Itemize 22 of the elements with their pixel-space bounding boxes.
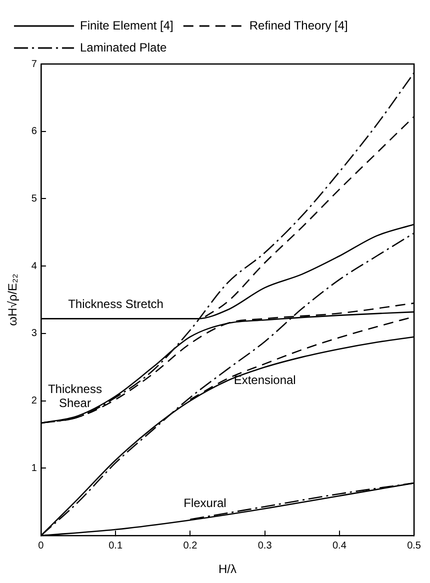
y-tick-label: 1 xyxy=(31,462,38,474)
y-axis-title: ωH√ρ/E₂₂ xyxy=(6,273,20,326)
y-tick-label: 4 xyxy=(31,260,38,272)
legend-label: Refined Theory [4] xyxy=(249,18,348,32)
x-tick-label: 0 xyxy=(38,540,44,552)
y-tick-label: 5 xyxy=(31,193,38,204)
annotation: Flexural xyxy=(184,496,226,510)
y-tick-label: 2 xyxy=(31,396,38,407)
x-tick-label: 0.2 xyxy=(183,540,198,552)
y-tick-label: 6 xyxy=(31,126,38,138)
annotation: Thickness Shear xyxy=(46,382,103,410)
annotation: Thickness Stretch xyxy=(68,296,164,311)
legend-label: Laminated Plate xyxy=(80,40,168,54)
x-axis-title: H/λ xyxy=(218,562,237,576)
y-tick-label: 7 xyxy=(31,58,38,70)
x-tick-label: 0.3 xyxy=(258,540,272,552)
x-tick-label: 0.4 xyxy=(332,540,347,552)
legend-label: Finite Element [4] xyxy=(80,18,174,32)
x-tick-label: 0.1 xyxy=(108,540,123,552)
annotation: Extensional xyxy=(234,373,296,388)
x-tick-label: 0.5 xyxy=(407,540,422,552)
y-tick-label: 3 xyxy=(31,328,38,340)
